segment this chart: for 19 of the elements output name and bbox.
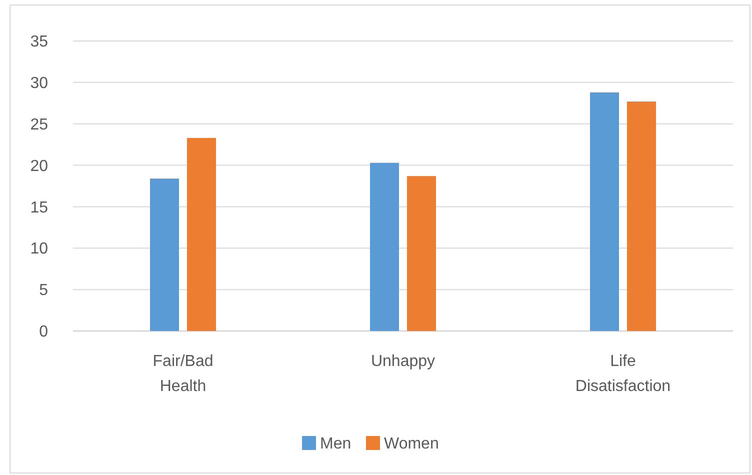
bar: [407, 176, 436, 331]
x-tick-label: Fair/Bad Health: [152, 353, 214, 395]
bar: [590, 92, 619, 331]
y-tick-label: 30: [30, 75, 48, 92]
y-tick-label: 0: [39, 324, 48, 341]
bar: [370, 162, 399, 331]
y-tick-label: 25: [30, 116, 48, 134]
x-tick-label: Unhappy: [370, 353, 436, 370]
y-tick-label: 20: [30, 158, 48, 175]
y-tick-label: 35: [30, 34, 48, 51]
legend-label: Men: [320, 436, 352, 453]
y-tick-label: 5: [39, 282, 48, 300]
bar: [150, 178, 179, 331]
legend-label: Women: [384, 436, 439, 453]
bar: [627, 101, 656, 331]
x-tick-label: Life Disatisfaction: [575, 353, 671, 395]
y-tick-label: 15: [30, 199, 48, 216]
bar: [187, 138, 216, 331]
y-tick-label: 10: [30, 240, 48, 258]
